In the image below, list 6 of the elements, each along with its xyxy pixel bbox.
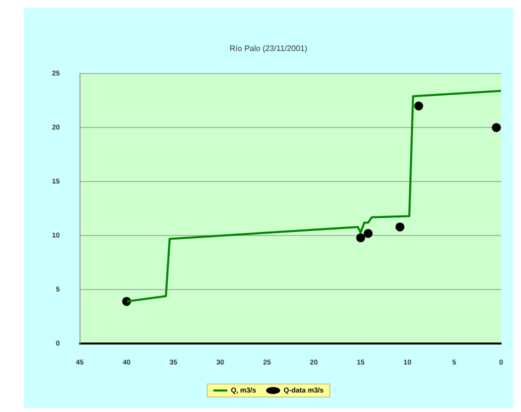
point bbox=[356, 233, 366, 242]
point bbox=[492, 123, 501, 132]
chart-title: Río Palo (23/11/2001) bbox=[230, 44, 308, 54]
point bbox=[395, 222, 404, 232]
point bbox=[414, 102, 424, 110]
point bbox=[364, 228, 373, 238]
